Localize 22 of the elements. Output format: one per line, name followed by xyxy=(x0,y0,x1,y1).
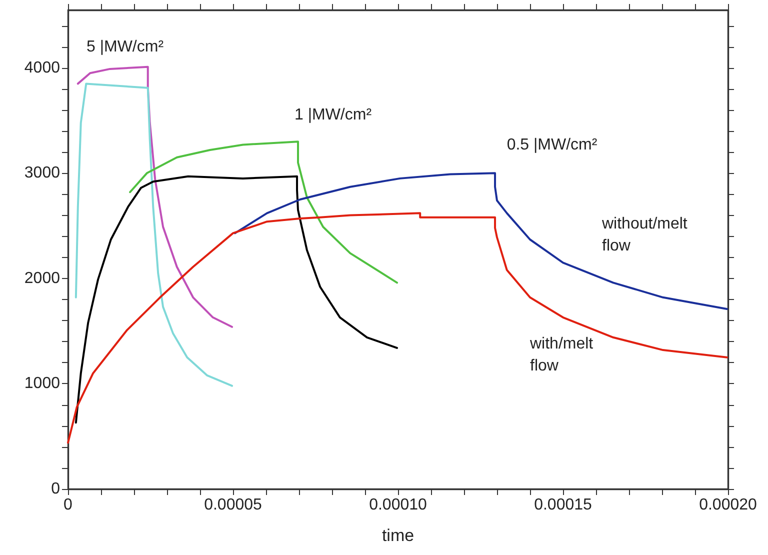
y-tick-label: 4000 xyxy=(24,59,60,76)
x-axis-title: time xyxy=(382,526,414,545)
y-tick-label: 0 xyxy=(51,480,60,498)
x-tick-label: 0.00020 xyxy=(699,496,758,514)
x-tick-label: 0.00010 xyxy=(369,496,428,514)
annotation: 5 |MW/cm² xyxy=(86,38,164,56)
y-tick-label: 2000 xyxy=(24,270,60,287)
annotation: with/melt flow xyxy=(529,336,594,374)
line-series xyxy=(74,175,398,424)
line-series xyxy=(67,212,728,444)
annotation: 1 |MW/cm² xyxy=(294,106,372,124)
y-tick-label: 1000 xyxy=(24,375,60,392)
x-tick-label: 0 xyxy=(64,496,73,514)
y-tick-label: 3000 xyxy=(24,164,60,182)
line-series xyxy=(74,82,234,387)
annotation: without/melt flow xyxy=(601,216,688,254)
x-tick-label: 0.00015 xyxy=(534,496,592,514)
x-tick-label: 0.00005 xyxy=(204,496,262,514)
line-series xyxy=(129,140,398,284)
line-series xyxy=(76,66,234,328)
annotation: 0.5 |MW/cm² xyxy=(506,136,598,154)
line-series xyxy=(234,172,728,310)
